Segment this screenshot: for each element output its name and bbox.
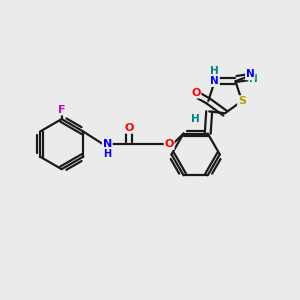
Text: N: N (210, 76, 219, 86)
Text: S: S (238, 96, 246, 106)
Text: O: O (164, 139, 174, 149)
Text: F: F (58, 105, 65, 115)
Text: O: O (191, 88, 201, 98)
Text: O: O (125, 123, 134, 133)
Text: H: H (103, 148, 111, 158)
Text: H: H (210, 66, 218, 76)
Text: N: N (246, 70, 255, 80)
Text: H: H (191, 114, 200, 124)
Text: H: H (249, 74, 258, 85)
Text: N: N (103, 139, 112, 149)
